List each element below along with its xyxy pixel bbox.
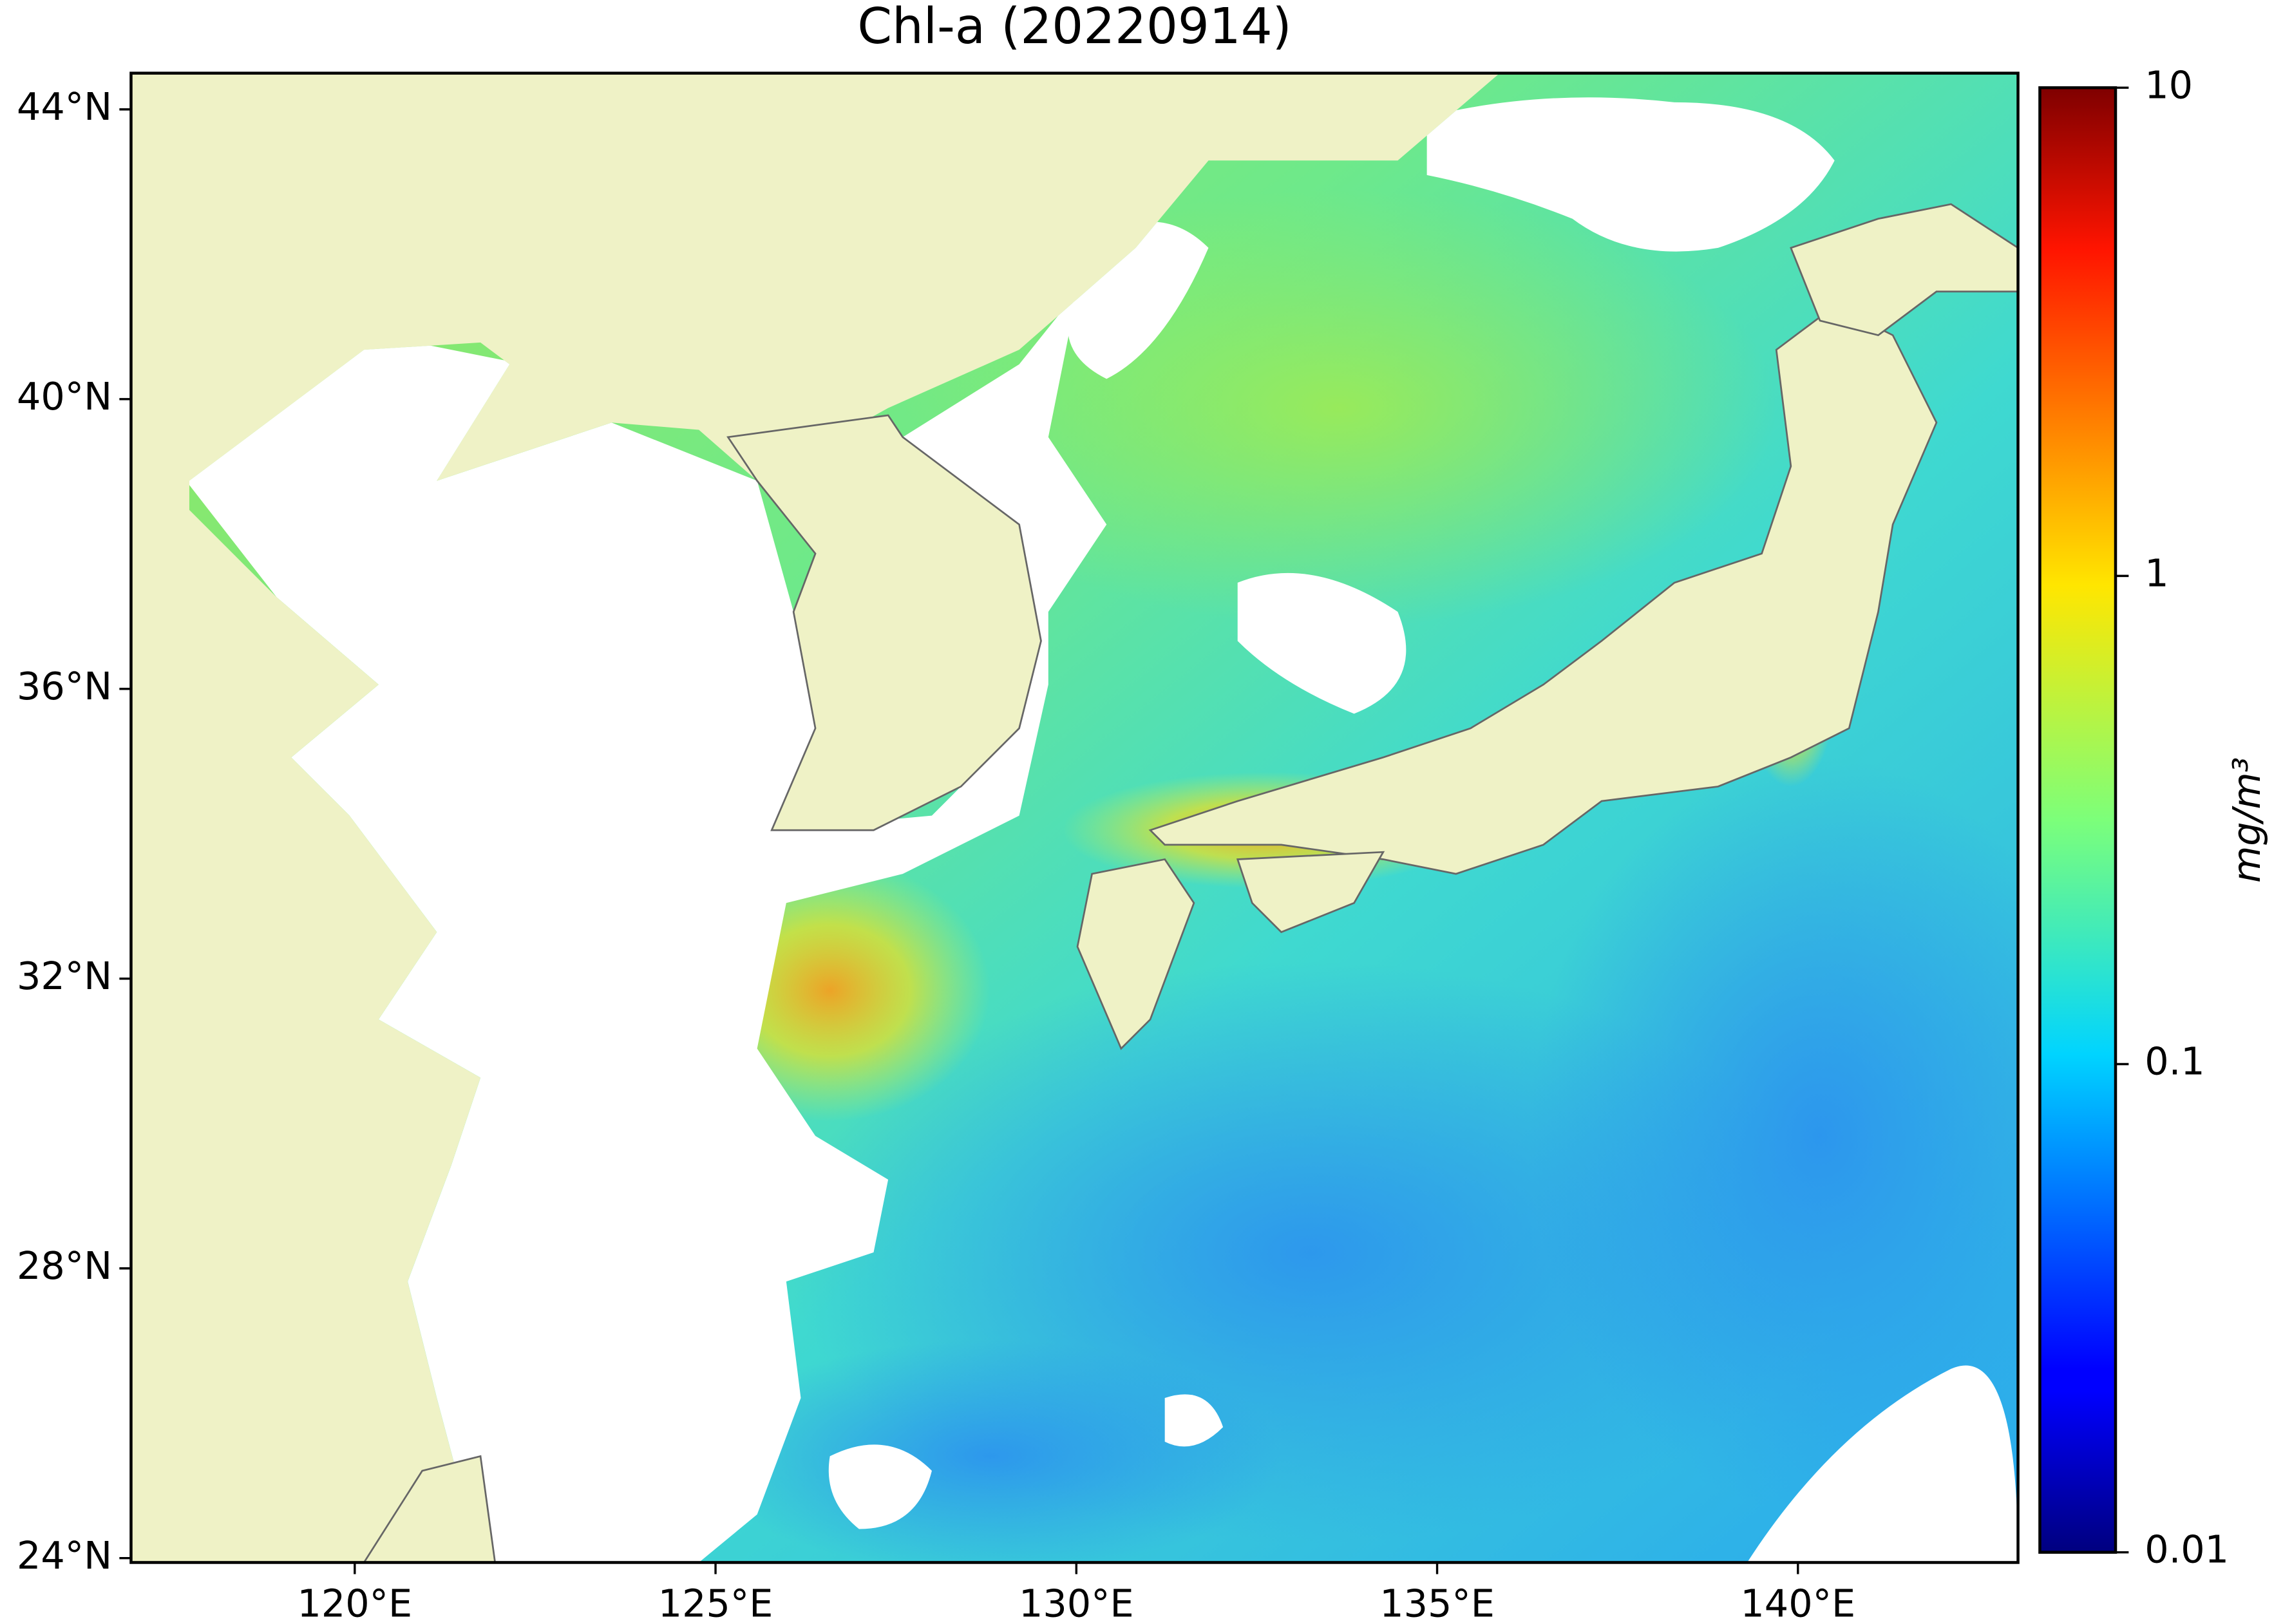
- map-area: [131, 73, 2018, 1563]
- no-data-area: [1747, 1365, 2018, 1563]
- x-tick-label: 130°E: [1019, 1581, 1134, 1624]
- low-chl-region: [1528, 757, 2018, 1515]
- honshu: [1148, 305, 1938, 875]
- y-tick-label: 28°N: [17, 1243, 112, 1288]
- hokkaido: [1790, 203, 2018, 337]
- colorbar-label: mg/m³: [2224, 757, 2269, 883]
- colorbar: 0.01 0.1 1 10 mg/m³: [2038, 62, 2269, 1572]
- colorbar-tick-label: 10: [2145, 62, 2193, 107]
- no-data-area: [1237, 572, 1407, 714]
- coastlines: [363, 203, 2018, 1563]
- no-data-area: [1426, 97, 1835, 252]
- no-data-area: [189, 291, 1107, 1563]
- y-tick-label: 40°N: [17, 374, 112, 419]
- colorbar-scale: [2038, 86, 2117, 1554]
- taiwan: [363, 1455, 497, 1563]
- plot-frame: [129, 71, 2020, 1564]
- kyushu: [1076, 858, 1195, 1050]
- no-data-area: [828, 1444, 932, 1529]
- colorbar-tick-label: 0.01: [2145, 1527, 2229, 1572]
- chart-title: Chl-a (20220914): [857, 0, 1291, 55]
- x-tick-label: 140°E: [1740, 1581, 1855, 1624]
- axes: 120°E 125°E 130°E 135°E 140°E 24°N 28°N 32°N 36°…: [17, 84, 1855, 1624]
- colorbar-tick-label: 0.1: [2145, 1039, 2204, 1084]
- korea: [726, 414, 1042, 831]
- y-tick-label: 24°N: [17, 1533, 112, 1578]
- x-tick-label: 120°E: [297, 1581, 412, 1624]
- no-data-area: [1164, 1394, 1224, 1447]
- y-tick-label: 32°N: [17, 954, 112, 998]
- x-tick-label: 135°E: [1379, 1581, 1495, 1624]
- x-tick-label: 125°E: [658, 1581, 773, 1624]
- colorbar-tick-label: 1: [2145, 551, 2168, 595]
- y-tick-label: 36°N: [17, 664, 112, 708]
- y-tick-label: 44°N: [17, 84, 112, 129]
- shikoku: [1236, 851, 1385, 934]
